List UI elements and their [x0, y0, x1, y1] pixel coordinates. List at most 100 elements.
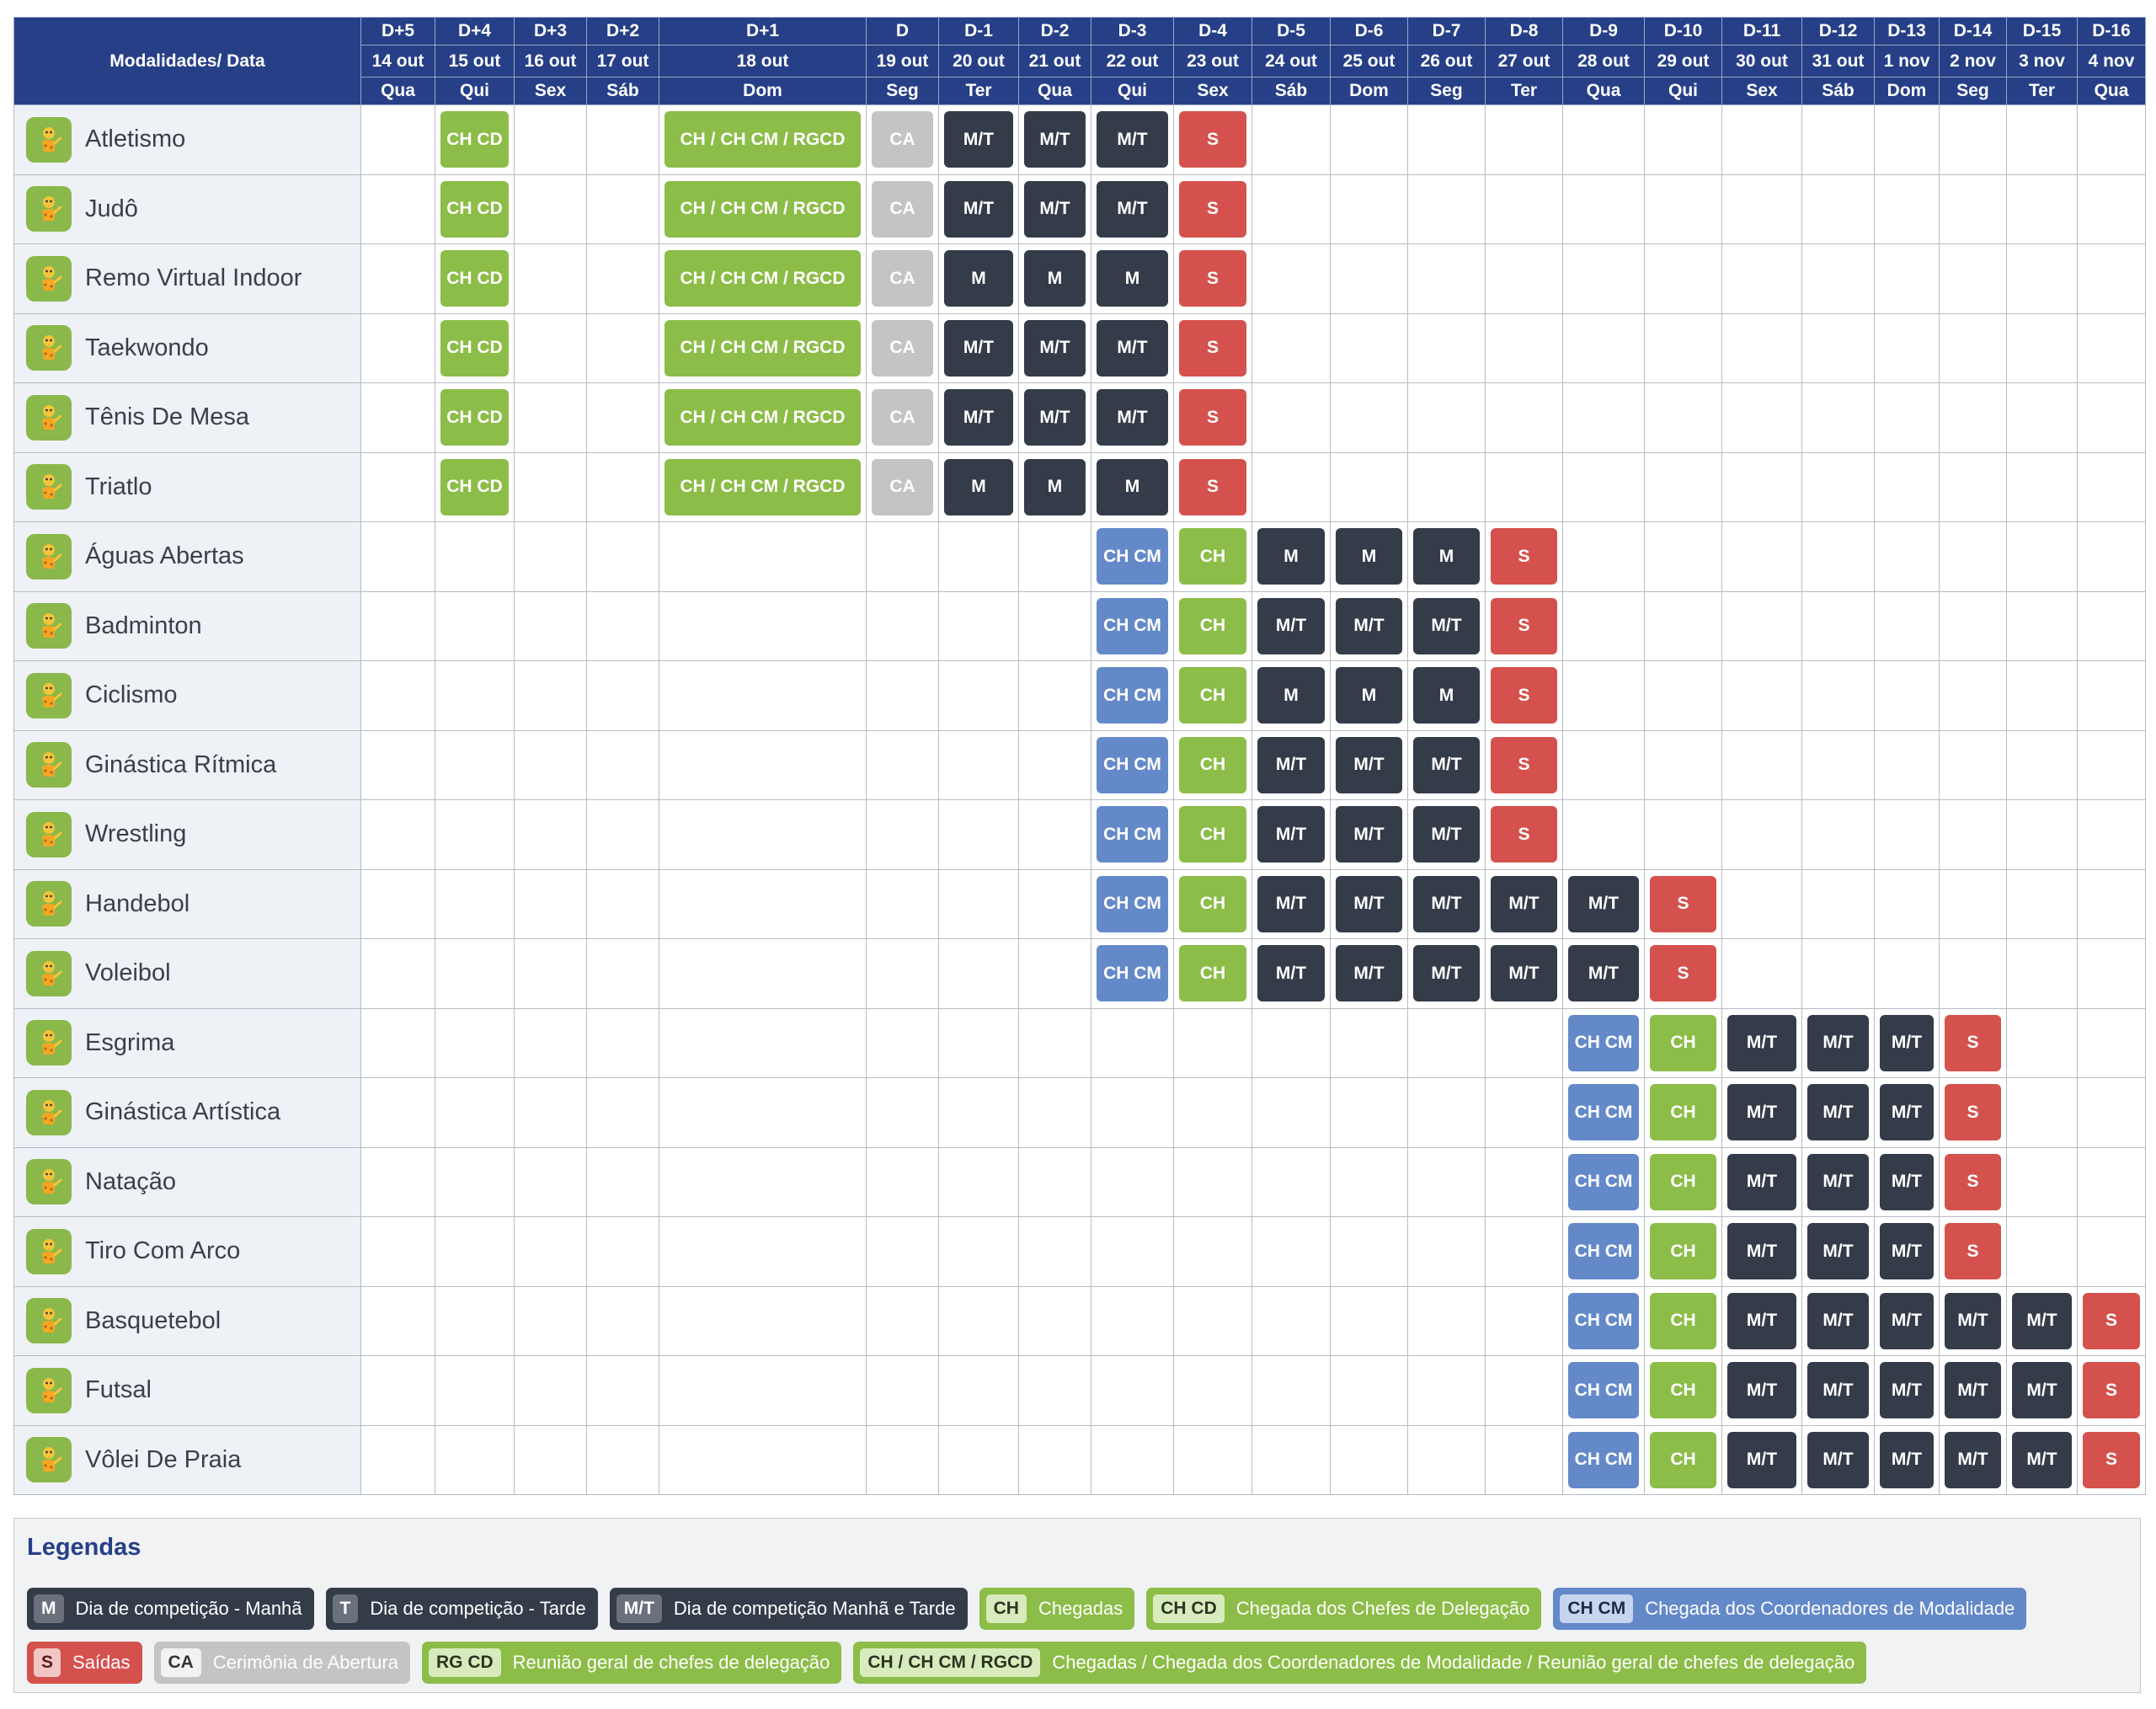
header-day-offset: D-6: [1330, 17, 1408, 45]
schedule-cell: [866, 1424, 939, 1495]
schedule-cell: M/T: [2006, 1424, 2078, 1495]
header-day-offset: D-13: [1874, 17, 1940, 45]
schedule-cell: M/T: [1721, 1216, 1802, 1287]
schedule-badge: S: [1179, 389, 1246, 446]
schedule-badge: M/T: [1807, 1292, 1869, 1349]
schedule-cell: [1562, 382, 1645, 453]
sport-label-wrap: Ciclismo: [14, 672, 360, 718]
schedule-cell: [2006, 174, 2078, 244]
schedule-badge: M/T: [1257, 875, 1325, 932]
schedule-cell: [360, 1355, 435, 1426]
schedule-cell: [1939, 521, 2007, 592]
schedule-cell: [1091, 1146, 1174, 1217]
schedule-cell: [1407, 1355, 1486, 1426]
schedule-badge: CA: [872, 389, 933, 446]
schedule-cell: [1939, 174, 2007, 244]
schedule-badge: M: [1336, 667, 1402, 724]
schedule-cell: [1562, 243, 1645, 314]
header-day-offset: D-2: [1018, 17, 1091, 45]
schedule-cell: S: [2077, 1424, 2146, 1495]
schedule-cell: [1330, 1355, 1408, 1426]
header-date: 1 nov: [1874, 45, 1940, 77]
schedule-cell: CH CD: [435, 382, 515, 453]
schedule-cell: [2006, 1077, 2078, 1148]
schedule-cell: [435, 1424, 515, 1495]
header-day-offset: D-5: [1251, 17, 1331, 45]
header-row-date: 14 out 15 out 16 out 17 out 18 out 19 out 20 o…: [14, 45, 2146, 77]
schedule-body: Atletismo CH CD CH / CH CM / RGCD CA M/T M/T M…: [13, 104, 2146, 1495]
sport-cell: Basquetebol: [13, 1285, 361, 1356]
schedule-badge: M: [1413, 667, 1480, 724]
schedule-badge: CH CD: [440, 389, 509, 446]
schedule-badge: M/T: [1880, 1084, 1934, 1141]
schedule-cell: [1251, 312, 1331, 383]
schedule-cell: CH CM: [1562, 1077, 1645, 1148]
schedule-cell: S: [1485, 799, 1563, 870]
open-water-mascot-icon: [26, 533, 72, 579]
header-weekday: Sex: [1173, 77, 1252, 105]
sport-label-wrap: Águas Abertas: [14, 533, 360, 579]
schedule-badge: CH: [1650, 1431, 1716, 1488]
schedule-cell: M/T: [1407, 729, 1486, 800]
schedule-cell: [1644, 521, 1722, 592]
schedule-badge: M/T: [1880, 1431, 1934, 1488]
sport-row: Taekwondo CH CD CH / CH CM / RGCD CA M/T M/T M…: [13, 312, 2146, 383]
schedule-badge: M/T: [1097, 389, 1168, 446]
schedule-cell: M/T: [1330, 938, 1408, 1009]
schedule-cell: CH / CH CM / RGCD: [659, 382, 867, 453]
schedule-cell: [2006, 938, 2078, 1009]
schedule-cell: [360, 1424, 435, 1495]
schedule-cell: [514, 1007, 587, 1078]
schedule-cell: CH CM: [1091, 799, 1174, 870]
sport-cell: Judô: [13, 174, 361, 244]
legend-item: RG CD Reunião geral de chefes de delegaçã…: [421, 1642, 842, 1684]
schedule-cell: [938, 1285, 1019, 1356]
sport-name: Tiro Com Arco: [85, 1237, 241, 1265]
schedule-badge: CH CD: [440, 458, 509, 515]
schedule-badge: M/T: [1336, 736, 1402, 793]
schedule-badge: M/T: [1568, 875, 1639, 932]
schedule-cell: [586, 1146, 659, 1217]
schedule-cell: [1562, 590, 1645, 661]
basketball-mascot-icon: [26, 1298, 72, 1344]
schedule-badge: CH CD: [440, 180, 509, 238]
schedule-badge: M/T: [1413, 945, 1480, 1002]
schedule-cell: [2077, 104, 2146, 175]
schedule-cell: M: [1407, 660, 1486, 731]
schedule-badge: CH CD: [440, 319, 509, 377]
header-row-weekday: Qua Qui Sex Sáb Dom Seg Ter Qua Qui Sex Sáb Dom Seg T…: [14, 77, 2146, 105]
schedule-cell: M/T: [1018, 382, 1091, 453]
schedule-badge: M/T: [1945, 1362, 2001, 1419]
schedule-badge: CH / CH CM / RGCD: [664, 111, 861, 168]
sport-label-wrap: Voleibol: [14, 950, 360, 996]
sport-row: Basquetebol CH CM CH M/T M/T M/T M/T M/T S: [13, 1285, 2146, 1356]
schedule-badge: CH / CH CM / RGCD: [664, 250, 861, 307]
schedule-cell: [360, 1216, 435, 1287]
sport-label-wrap: Ginástica Artística: [14, 1089, 360, 1135]
schedule-cell: [514, 799, 587, 870]
legend-item: CA Cerimônia de Abertura: [153, 1642, 410, 1684]
schedule-cell: M: [1018, 451, 1091, 522]
schedule-badge: CH CM: [1568, 1014, 1639, 1071]
schedule-cell: [1407, 1216, 1486, 1287]
schedule-cell: [435, 1007, 515, 1078]
schedule-cell: [659, 938, 867, 1009]
schedule-cell: [1485, 1216, 1563, 1287]
schedule-cell: [514, 1424, 587, 1495]
sport-cell: Vôlei De Praia: [13, 1424, 361, 1495]
legend-panel: Legendas M Dia de competição - Manhã T Dia …: [13, 1518, 2141, 1693]
schedule-badge: M: [1336, 528, 1402, 585]
schedule-cell: [1173, 1146, 1252, 1217]
header-date: 16 out: [514, 45, 587, 77]
schedule-cell: [1874, 451, 1940, 522]
schedule-badge: M/T: [1257, 945, 1325, 1002]
sport-name: Judô: [85, 195, 138, 222]
header-row-day-offset: Modalidades/ Data D+5 D+4 D+3 D+2 D+1 D D-1 D-2…: [13, 17, 2146, 105]
table-tennis-mascot-icon: [26, 394, 72, 441]
schedule-badge: M/T: [1257, 597, 1325, 654]
wrestling-mascot-icon: [26, 811, 72, 857]
schedule-badge: CA: [872, 180, 933, 238]
sport-name: Voleibol: [85, 959, 171, 987]
schedule-cell: CH: [1173, 799, 1252, 870]
schedule-cell: CH CM: [1562, 1355, 1645, 1426]
